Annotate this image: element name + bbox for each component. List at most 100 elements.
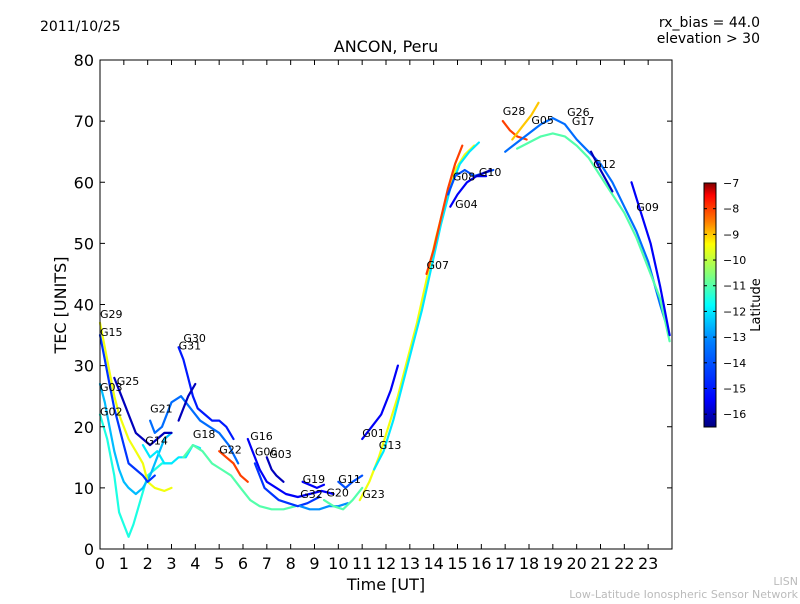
series-label-g13-20: G13 (379, 439, 402, 452)
series-label-g12-30: G12 (593, 158, 616, 171)
elevation-label: elevation > 30 (657, 31, 760, 47)
series-line-g15-2 (98, 321, 173, 492)
series-label-g20-17: G20 (326, 486, 349, 499)
series-label-g01-19: G01 (362, 427, 385, 440)
series-label-g18-9: G18 (193, 428, 216, 441)
series-line-g16-11 (246, 437, 335, 499)
plot-area: G02G03G15G29G21G25G14G30G31G18G22G16G06G… (74, 51, 673, 573)
y-tick-label: 60 (74, 173, 94, 192)
series-line-g06-12 (253, 462, 321, 508)
date-label: 2011/10/25 (40, 19, 121, 35)
y-tick-label: 10 (74, 479, 94, 498)
x-tick-label: 19 (543, 554, 563, 573)
series-label-g16-11: G16 (250, 430, 273, 443)
colorbar: −7 −8 −9 −10 −11 −12 −13 −14 −15 −16 Latitude (703, 177, 764, 428)
colorbar-tick-label: −16 (723, 408, 746, 421)
x-tick-label: 9 (309, 554, 319, 573)
series-label-g14-6: G14 (145, 434, 168, 447)
y-axis-ticks: 0 10 20 30 40 50 60 70 80 (74, 51, 672, 559)
x-tick-label: 5 (214, 554, 224, 573)
y-tick-label: 0 (84, 540, 94, 559)
series-label-g04-23: G04 (455, 198, 478, 211)
series-line-g22-10 (218, 450, 249, 483)
series-label-g28-25: G28 (503, 105, 526, 118)
x-tick-label: 1 (119, 554, 129, 573)
x-tick-label: 7 (262, 554, 272, 573)
x-tick-label: 6 (238, 554, 248, 573)
x-tick-label: 20 (566, 554, 586, 573)
series-line-g11-16 (337, 474, 364, 489)
series-label-g03-1: G03 (100, 381, 123, 394)
series-line-g01-19 (361, 364, 399, 441)
x-tick-label: 18 (519, 554, 539, 573)
series-label-g25-5: G25 (117, 375, 140, 388)
series-line-g13-20 (373, 141, 480, 471)
y-tick-label: 80 (74, 51, 94, 70)
series-label-g32-15: G32 (300, 488, 323, 501)
colorbar-tick-label: −9 (723, 228, 739, 241)
series-line-g31-8 (177, 382, 197, 422)
series-line-g09-29 (630, 181, 671, 337)
series-label-g21-4: G21 (150, 403, 173, 416)
x-tick-label: 8 (286, 554, 296, 573)
x-tick-label: 16 (471, 554, 491, 573)
x-tick-label: 2 (143, 554, 153, 573)
colorbar-tick-label: −10 (723, 254, 746, 267)
series-label-g15-2: G15 (100, 326, 123, 339)
x-axis-ticks: 0 1 2 3 4 5 6 7 8 9 10 11 12 13 14 15 16 17 18 19 20 21 22 23 (95, 60, 658, 573)
series-line-g30-7 (177, 346, 235, 441)
y-tick-label: 50 (74, 234, 94, 253)
series-label-g08-22: G08 (453, 170, 476, 183)
colorbar-label: Latitude (749, 278, 764, 332)
colorbar-tick-label: −7 (723, 177, 739, 190)
series-line-g07-21 (425, 144, 464, 275)
series-label-g26-27: G26 (567, 106, 590, 119)
colorbar-ticks: −7 −8 −9 −10 −11 −12 −13 −14 −15 −16 (704, 177, 746, 421)
y-tick-label: 70 (74, 112, 94, 131)
x-tick-label: 13 (400, 554, 420, 573)
series-label-g29-3: G29 (100, 308, 123, 321)
series-line-g03-1 (98, 382, 173, 496)
series-line-g19-14 (301, 480, 326, 489)
series-line-g05-26 (504, 117, 671, 337)
footer-lisn: LISN (773, 575, 798, 588)
x-tick-label: 4 (190, 554, 200, 573)
series-line-g29-3 (98, 334, 156, 483)
series-line-g12-30 (589, 150, 614, 193)
series-label-g07-21: G07 (427, 259, 450, 272)
colorbar-tick-label: −15 (723, 382, 746, 395)
series-line-g03-13 (265, 456, 285, 483)
series-line-g23-18 (358, 144, 476, 502)
series-line-g02-0 (98, 413, 173, 538)
series-line-g18-9 (182, 444, 297, 511)
colorbar-tick-label: −14 (723, 357, 746, 370)
x-tick-label: 11 (352, 554, 372, 573)
series-line-g21-4 (149, 395, 240, 465)
series-label-g23-18: G23 (362, 488, 385, 501)
series-label-g22-10: G22 (219, 444, 242, 457)
series-label-g06-12: G06 (255, 445, 278, 458)
series-label-g31-8: G31 (179, 340, 202, 353)
x-tick-label: 12 (376, 554, 396, 573)
series-group (98, 101, 671, 538)
y-tick-label: 30 (74, 357, 94, 376)
x-tick-label: 23 (638, 554, 658, 573)
series-label-g05-26: G05 (531, 114, 554, 127)
x-tick-label: 21 (590, 554, 610, 573)
y-tick-label: 40 (74, 296, 94, 315)
x-tick-label: 22 (614, 554, 634, 573)
x-tick-label: 14 (423, 554, 443, 573)
colorbar-gradient (703, 182, 717, 428)
series-label-g02-0: G02 (100, 406, 123, 419)
series-line-g20-17 (322, 486, 364, 511)
series-line-g10-24 (475, 168, 492, 178)
series-line-g32-15 (299, 502, 349, 511)
x-tick-label: 0 (95, 554, 105, 573)
colorbar-tick-label: −8 (723, 203, 739, 216)
series-label-g11-16: G11 (338, 473, 361, 486)
x-tick-label: 17 (495, 554, 515, 573)
series-label-g09-29: G09 (636, 201, 659, 214)
rx-bias-label: rx_bias = 44.0 (659, 15, 760, 31)
